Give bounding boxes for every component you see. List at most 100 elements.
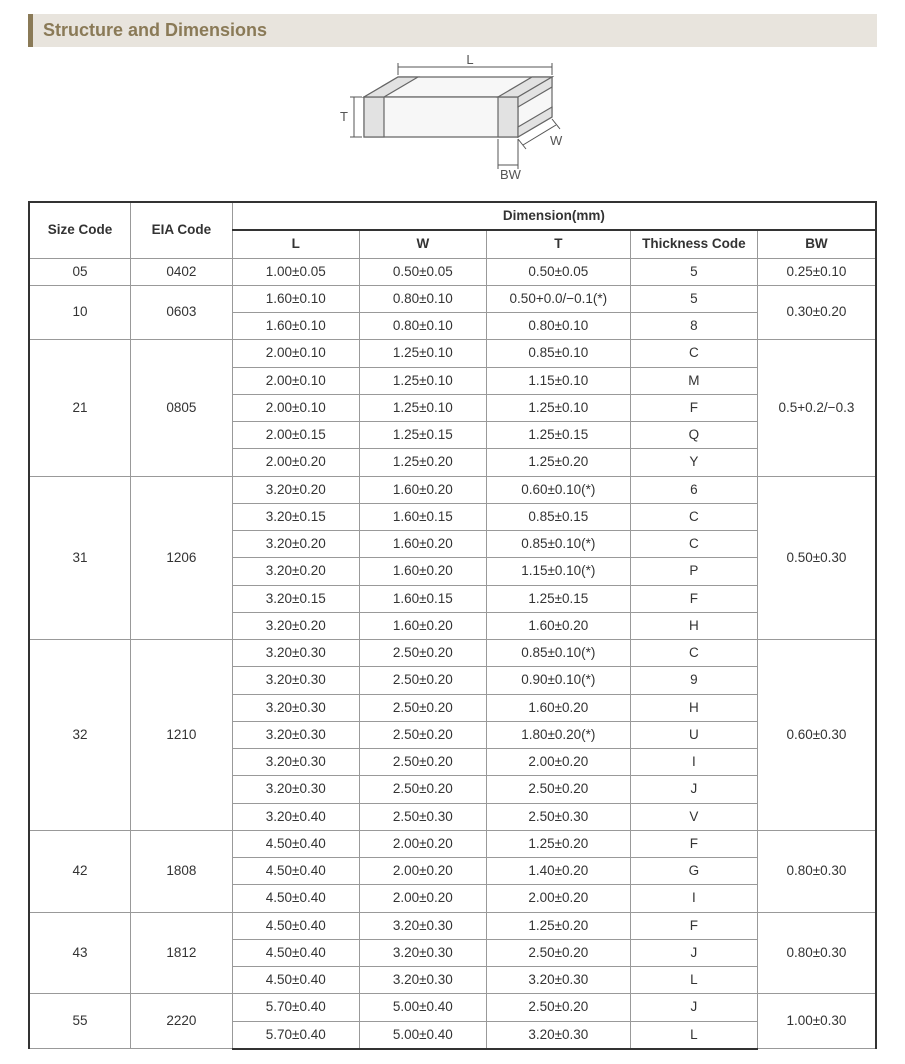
cell-T: 2.00±0.20	[486, 749, 630, 776]
cell-W: 2.50±0.20	[359, 721, 486, 748]
cell-eia: 1812	[131, 912, 233, 994]
cell-T: 1.15±0.10	[486, 367, 630, 394]
cell-size: 05	[29, 258, 131, 285]
cell-T: 1.15±0.10(*)	[486, 558, 630, 585]
cell-tc: F	[630, 394, 757, 421]
cell-tc: L	[630, 967, 757, 994]
cell-tc: C	[630, 531, 757, 558]
cell-L: 3.20±0.20	[232, 476, 359, 503]
cell-W: 1.60±0.15	[359, 585, 486, 612]
cell-L: 3.20±0.30	[232, 749, 359, 776]
cell-T: 1.60±0.20	[486, 612, 630, 639]
cell-W: 0.80±0.10	[359, 313, 486, 340]
table-header: Size Code EIA Code Dimension(mm) L W T T…	[29, 202, 876, 258]
cell-L: 4.50±0.40	[232, 830, 359, 857]
dimensions-table: Size Code EIA Code Dimension(mm) L W T T…	[28, 201, 877, 1050]
cell-tc: I	[630, 885, 757, 912]
cell-tc: I	[630, 749, 757, 776]
table-row: 2108052.00±0.101.25±0.100.85±0.10C0.5+0.…	[29, 340, 876, 367]
cell-tc: V	[630, 803, 757, 830]
cell-T: 0.50+0.0/−0.1(*)	[486, 285, 630, 312]
cell-tc: M	[630, 367, 757, 394]
section-header: Structure and Dimensions	[28, 14, 877, 47]
cell-W: 1.25±0.10	[359, 340, 486, 367]
cell-T: 1.80±0.20(*)	[486, 721, 630, 748]
cell-tc: 8	[630, 313, 757, 340]
cell-tc: C	[630, 640, 757, 667]
cell-T: 0.60±0.10(*)	[486, 476, 630, 503]
cell-L: 4.50±0.40	[232, 967, 359, 994]
cell-L: 4.50±0.40	[232, 912, 359, 939]
cell-tc: L	[630, 1021, 757, 1049]
cell-bw: 0.30±0.20	[757, 285, 876, 340]
cell-T: 2.50±0.20	[486, 994, 630, 1021]
table-row: 3212103.20±0.302.50±0.200.85±0.10(*)C0.6…	[29, 640, 876, 667]
cell-W: 5.00±0.40	[359, 1021, 486, 1049]
dimension-diagram: L W T BW	[28, 53, 877, 193]
cell-T: 1.60±0.20	[486, 694, 630, 721]
cell-T: 1.25±0.20	[486, 912, 630, 939]
cell-tc: 5	[630, 258, 757, 285]
cell-size: 10	[29, 285, 131, 340]
cell-T: 2.50±0.20	[486, 939, 630, 966]
cell-T: 3.20±0.30	[486, 1021, 630, 1049]
cell-L: 3.20±0.20	[232, 531, 359, 558]
cell-eia: 0603	[131, 285, 233, 340]
cell-W: 1.60±0.20	[359, 612, 486, 639]
table-row: 0504021.00±0.050.50±0.050.50±0.0550.25±0…	[29, 258, 876, 285]
label-L: L	[466, 53, 473, 67]
cell-bw: 0.50±0.30	[757, 476, 876, 640]
cell-tc: G	[630, 858, 757, 885]
cell-W: 0.80±0.10	[359, 285, 486, 312]
col-BW: BW	[757, 230, 876, 258]
cell-T: 0.50±0.05	[486, 258, 630, 285]
cell-tc: F	[630, 585, 757, 612]
table-row: 4218084.50±0.402.00±0.201.25±0.20F0.80±0…	[29, 830, 876, 857]
cell-T: 1.25±0.10	[486, 394, 630, 421]
cell-W: 5.00±0.40	[359, 994, 486, 1021]
cell-L: 5.70±0.40	[232, 994, 359, 1021]
cell-L: 3.20±0.30	[232, 721, 359, 748]
cell-T: 0.85±0.10(*)	[486, 640, 630, 667]
cell-L: 3.20±0.40	[232, 803, 359, 830]
cell-L: 2.00±0.10	[232, 367, 359, 394]
table-body: 0504021.00±0.050.50±0.050.50±0.0550.25±0…	[29, 258, 876, 1049]
table-row: 1006031.60±0.100.80±0.100.50+0.0/−0.1(*)…	[29, 285, 876, 312]
cell-T: 1.25±0.20	[486, 449, 630, 476]
cell-tc: U	[630, 721, 757, 748]
cell-L: 1.00±0.05	[232, 258, 359, 285]
cell-W: 2.00±0.20	[359, 858, 486, 885]
cell-tc: 6	[630, 476, 757, 503]
col-eia-code: EIA Code	[131, 202, 233, 258]
cell-tc: H	[630, 694, 757, 721]
cell-bw: 0.5+0.2/−0.3	[757, 340, 876, 476]
cell-L: 2.00±0.15	[232, 422, 359, 449]
cell-eia: 1206	[131, 476, 233, 640]
cell-W: 1.25±0.15	[359, 422, 486, 449]
cell-W: 1.25±0.10	[359, 394, 486, 421]
cell-T: 0.85±0.10	[486, 340, 630, 367]
cell-size: 21	[29, 340, 131, 476]
cell-size: 42	[29, 830, 131, 912]
cell-W: 3.20±0.30	[359, 967, 486, 994]
cell-L: 3.20±0.30	[232, 776, 359, 803]
cell-tc: J	[630, 776, 757, 803]
cell-L: 5.70±0.40	[232, 1021, 359, 1049]
cell-eia: 1210	[131, 640, 233, 831]
cell-size: 31	[29, 476, 131, 640]
label-BW: BW	[500, 167, 522, 182]
cell-L: 2.00±0.10	[232, 394, 359, 421]
cell-L: 2.00±0.20	[232, 449, 359, 476]
cell-L: 4.50±0.40	[232, 858, 359, 885]
cell-T: 2.50±0.20	[486, 776, 630, 803]
cell-W: 1.60±0.15	[359, 503, 486, 530]
cell-W: 1.60±0.20	[359, 558, 486, 585]
cell-T: 2.00±0.20	[486, 885, 630, 912]
cell-size: 55	[29, 994, 131, 1049]
cell-L: 3.20±0.20	[232, 558, 359, 585]
cell-tc: P	[630, 558, 757, 585]
cell-size: 43	[29, 912, 131, 994]
cell-T: 1.25±0.15	[486, 585, 630, 612]
cell-W: 1.25±0.10	[359, 367, 486, 394]
cell-L: 3.20±0.30	[232, 694, 359, 721]
